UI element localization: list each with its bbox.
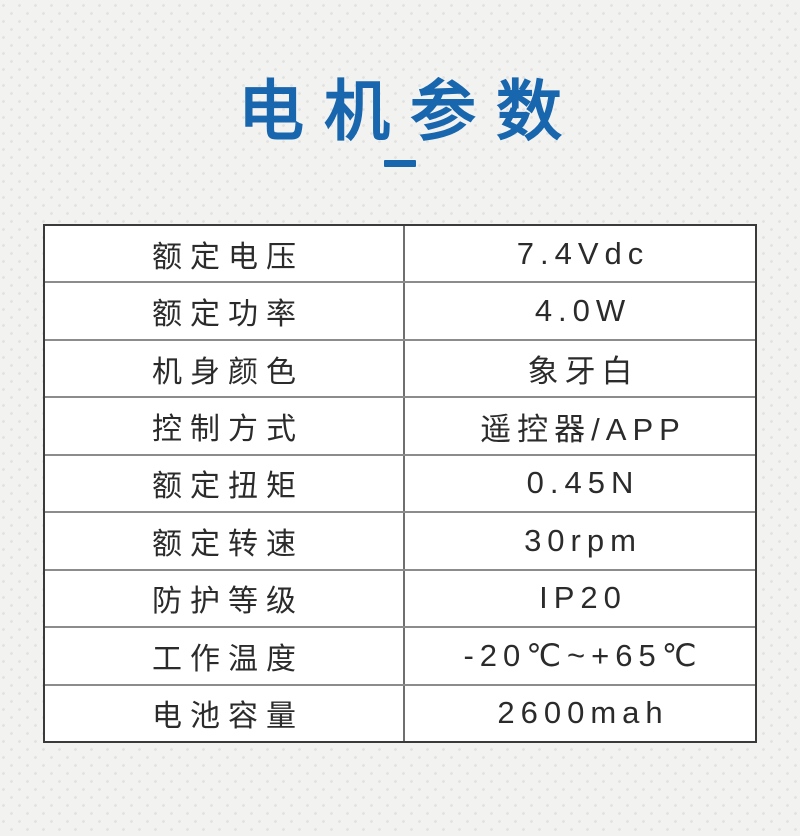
- spec-label: 工作温度: [152, 642, 304, 676]
- title-underline: [384, 160, 416, 167]
- spec-value-cell: 2600mah: [405, 686, 755, 741]
- spec-value-cell: -20℃~+65℃: [405, 628, 755, 683]
- spec-label-cell: 工作温度: [45, 628, 405, 684]
- spec-value: 7.4Vdc: [516, 235, 650, 271]
- spec-value-cell: 遥控器/APP: [405, 398, 755, 453]
- spec-label: 机身颜色: [152, 355, 304, 389]
- spec-label: 额定电压: [152, 240, 304, 274]
- table-row: 额定功率 4.0W: [45, 281, 755, 339]
- spec-value-cell: 象牙白: [405, 341, 755, 396]
- spec-label: 额定功率: [152, 298, 304, 332]
- spec-label-cell: 额定电压: [45, 226, 405, 282]
- spec-value: -20℃~+65℃: [463, 637, 703, 673]
- spec-value-cell: 7.4Vdc: [405, 226, 755, 281]
- spec-label-cell: 电池容量: [45, 685, 405, 741]
- table-row: 电池容量 2600mah: [45, 683, 755, 741]
- spec-value: 2600mah: [497, 695, 669, 731]
- spec-label: 防护等级: [152, 585, 304, 619]
- spec-label: 额定转速: [152, 527, 304, 561]
- spec-value-cell: 4.0W: [405, 283, 755, 338]
- table-row: 机身颜色 象牙白: [45, 338, 755, 397]
- spec-label-cell: 额定功率: [45, 283, 405, 339]
- table-row: 防护等级 IP20: [45, 568, 755, 627]
- spec-label: 控制方式: [152, 413, 304, 447]
- spec-label-cell: 防护等级: [45, 570, 405, 627]
- table-row: 控制方式 遥控器/APP: [45, 396, 755, 454]
- spec-label: 额定扭矩: [152, 470, 304, 504]
- spec-value: 0.45N: [526, 465, 640, 501]
- spec-value: IP20: [539, 580, 627, 616]
- spec-label-cell: 额定转速: [45, 513, 405, 569]
- spec-table: 额定电压 7.4Vdc 额定功率 4.0W 机身颜色 象牙白 控制方式 遥控器/…: [43, 224, 757, 743]
- spec-label-cell: 控制方式: [45, 398, 405, 454]
- spec-value-cell: 30rpm: [405, 513, 755, 568]
- spec-label-cell: 机身颜色: [45, 340, 405, 397]
- spec-label: 电池容量: [152, 700, 304, 734]
- spec-value-cell: IP20: [405, 571, 755, 626]
- spec-value-cell: 0.45N: [405, 456, 755, 511]
- table-row: 额定电压 7.4Vdc: [45, 226, 755, 282]
- spec-value: 4.0W: [534, 293, 632, 329]
- spec-value: 象牙白: [527, 354, 639, 390]
- table-row: 工作温度 -20℃~+65℃: [45, 626, 755, 684]
- page-title: 电机参数: [238, 74, 582, 148]
- spec-label-cell: 额定扭矩: [45, 455, 405, 512]
- spec-value: 30rpm: [524, 522, 642, 558]
- spec-value: 遥控器/APP: [480, 411, 686, 447]
- table-row: 额定转速 30rpm: [45, 511, 755, 569]
- table-row: 额定扭矩 0.45N: [45, 453, 755, 512]
